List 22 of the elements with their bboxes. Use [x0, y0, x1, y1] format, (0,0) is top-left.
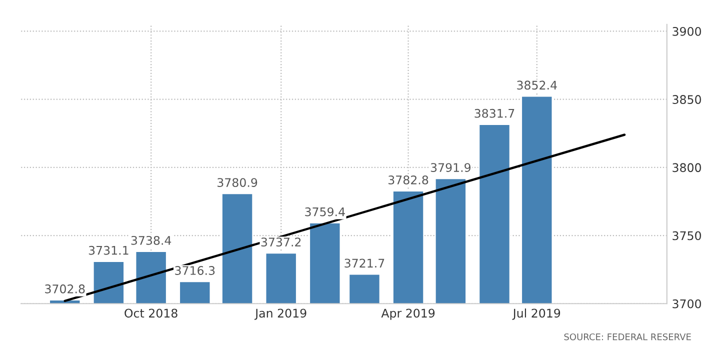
data-label: 3738.4 [131, 236, 172, 245]
data-label: 3852.4 [517, 80, 557, 90]
data-label: 3780.9 [218, 178, 258, 187]
y-tick-label: 3850 [672, 95, 702, 104]
x-tick-label: Apr 2019 [381, 308, 435, 320]
data-label: 3759.4 [305, 207, 345, 216]
data-label: 3702.8 [45, 284, 85, 294]
data-label: 3731.1 [88, 246, 128, 255]
x-tick-label: Jan 2019 [254, 308, 306, 320]
x-tick-label: Jul 2019 [512, 308, 560, 320]
data-label: 3791.9 [430, 163, 470, 172]
data-label: 3831.7 [474, 108, 514, 118]
y-tick-label: 3900 [672, 26, 702, 36]
data-label: 3737.2 [261, 238, 301, 247]
y-tick-label: 3700 [672, 299, 702, 308]
data-label: 3782.8 [388, 175, 428, 184]
y-tick-label: 3750 [672, 231, 702, 240]
y-tick-label: 3800 [672, 163, 702, 172]
data-label: 3716.3 [175, 266, 215, 275]
data-label: 3721.7 [344, 258, 384, 268]
x-tick-label: Oct 2018 [124, 308, 178, 318]
source-note: SOURCE: FEDERAL RESERVE [564, 333, 691, 340]
